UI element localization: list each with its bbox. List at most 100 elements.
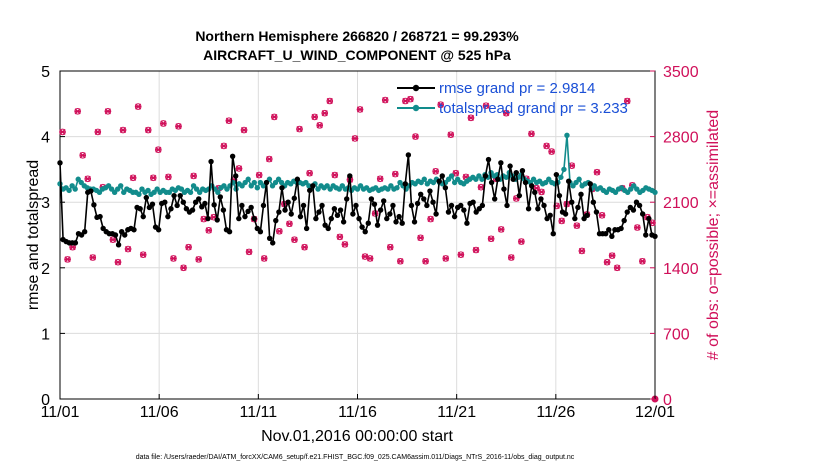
rmse-point <box>436 178 442 184</box>
spread-point <box>576 176 582 182</box>
y-axis-right-label: # of obs: o=possible; ×=assimilated <box>705 110 722 360</box>
obs-assimilated-point <box>225 117 233 124</box>
obs-assimilated-point <box>89 254 96 261</box>
rmse-point <box>553 171 560 178</box>
rmse-point <box>488 179 495 186</box>
obs-assimilated-point <box>331 171 339 179</box>
rmse-point <box>137 206 143 212</box>
obs-assimilated-point <box>639 258 646 265</box>
rmse-point <box>202 200 208 207</box>
rmse-point <box>356 215 362 222</box>
rmse-point <box>541 202 547 209</box>
obs-assimilated-point <box>255 171 263 179</box>
rmse-point <box>636 202 643 209</box>
rmse-point <box>211 202 217 208</box>
obs-assimilated-point <box>477 184 485 191</box>
spread-point <box>558 174 564 180</box>
rmse-point <box>155 227 162 233</box>
footer-data-file: data file: /Users/raeder/DAI/ATM_forcXX/… <box>136 454 575 461</box>
rmse-point <box>316 209 322 215</box>
obs-assimilated-point <box>134 103 142 110</box>
obs-assimilated-point <box>341 241 349 248</box>
rmse-point <box>297 213 304 220</box>
rmse-point <box>245 208 251 215</box>
rmse-point <box>233 173 239 179</box>
obs-assimilated-point <box>205 227 212 234</box>
obs-assimilated-point <box>376 175 384 182</box>
rmse-point <box>414 200 421 207</box>
obs-assimilated-point <box>487 235 495 242</box>
rmse-point <box>643 232 649 238</box>
obs-assimilated-point <box>417 234 424 241</box>
rmse-point <box>350 211 356 217</box>
obs-assimilated-point <box>180 264 187 271</box>
obs-assimilated-point <box>261 255 268 262</box>
rmse-point <box>266 235 273 241</box>
obs-assimilated-point <box>412 133 419 140</box>
rmse-point <box>260 202 267 209</box>
legend-spread-label: totalspread grand pr = 3.233 <box>439 100 628 117</box>
obs-assimilated-point <box>301 244 308 251</box>
obs-assimilated-point <box>165 173 172 180</box>
rmse-point <box>251 215 257 222</box>
legend: rmse grand pr = 2.9814 totalspread grand… <box>397 80 628 117</box>
rmse-point <box>165 213 171 220</box>
obs-assimilated-point <box>382 96 389 104</box>
rmse-point <box>112 232 119 238</box>
obs-assimilated-point <box>286 220 293 227</box>
spread-point <box>394 185 400 191</box>
rmse-point <box>57 160 63 166</box>
x-tick-label: 11/26 <box>536 404 575 421</box>
rmse-point <box>427 188 433 194</box>
obs-assimilated-point <box>578 247 586 254</box>
obs-assimilated-point <box>397 258 404 265</box>
obs-assimilated-point <box>427 216 434 223</box>
rmse-point <box>368 196 375 202</box>
rmse-point <box>149 201 156 207</box>
rmse-point <box>572 215 578 222</box>
rmse-point <box>162 199 168 205</box>
rmse-point <box>340 219 347 225</box>
obs-assimilated-point <box>422 258 429 265</box>
grid <box>60 71 655 399</box>
obs-assimilated-point <box>119 126 127 134</box>
rmse-point <box>556 192 563 199</box>
rmse-point <box>578 191 584 198</box>
obs-assimilated-point <box>336 233 344 240</box>
obs-assimilated-point <box>104 108 112 115</box>
obs-assimilated-point <box>84 175 91 182</box>
rmse-point <box>606 227 612 233</box>
rmse-point <box>337 207 344 213</box>
obs-assimilated-point <box>321 110 328 117</box>
rmse-point <box>501 186 507 192</box>
rmse-point <box>285 199 291 205</box>
obs-assimilated-point <box>220 142 228 150</box>
rmse-point <box>177 192 183 199</box>
spread-point <box>245 176 251 182</box>
spread-point <box>652 189 658 196</box>
rmse-point <box>334 212 341 219</box>
rmse-point <box>609 233 615 240</box>
rmse-point <box>359 224 365 230</box>
obs-assimilated-point <box>64 256 71 263</box>
spread-point <box>118 183 124 189</box>
obs-assimilated-point <box>593 169 601 176</box>
chart-subtitle: AIRCRAFT_U_WIND_COMPONENT @ 525 hPa <box>203 47 511 63</box>
rmse-point <box>424 202 430 209</box>
spread-point <box>136 191 142 198</box>
rmse-point <box>538 196 544 202</box>
rmse-point <box>532 189 538 196</box>
rmse-point <box>590 199 597 205</box>
rmse-point <box>624 209 630 215</box>
obs-assimilated-point <box>316 122 323 129</box>
obs-assimilated-point <box>472 246 480 254</box>
rmse-point <box>248 204 254 211</box>
rmse-point <box>575 204 581 211</box>
rmse-point <box>276 209 282 215</box>
rmse-point <box>504 202 510 209</box>
spread-point <box>145 187 151 194</box>
obs-assimilated-point <box>482 102 490 109</box>
y-axis-left-label: rmse and totalspread <box>25 160 42 310</box>
rmse-point <box>602 230 609 237</box>
